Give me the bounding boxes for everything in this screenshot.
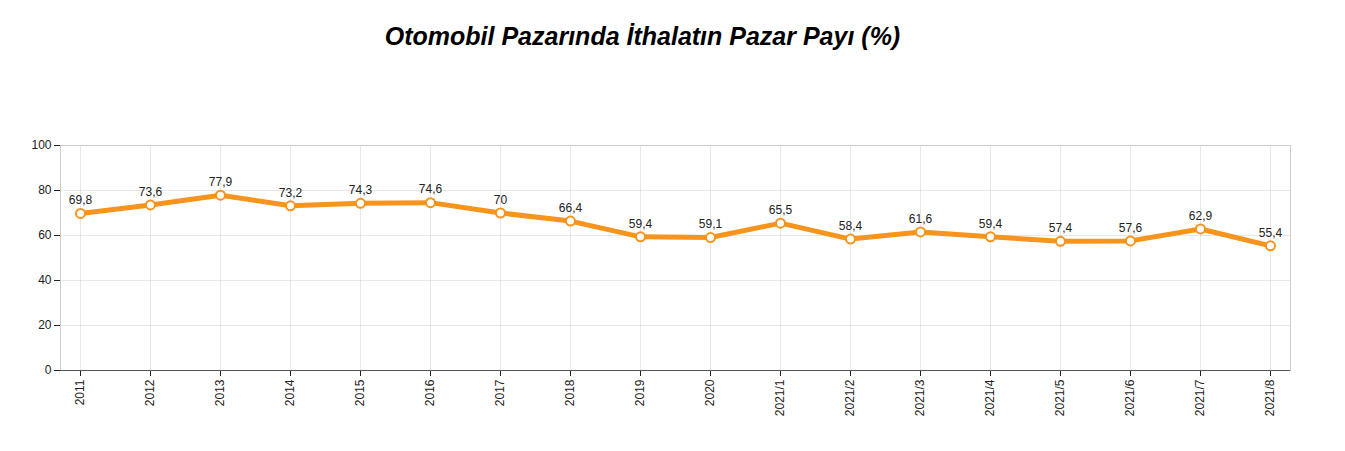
svg-text:60: 60	[38, 228, 52, 242]
svg-text:100: 100	[31, 138, 51, 152]
svg-text:73,2: 73,2	[279, 186, 303, 200]
svg-text:59,1: 59,1	[699, 217, 723, 231]
svg-text:2021/1: 2021/1	[773, 379, 787, 416]
svg-text:2020: 2020	[703, 379, 717, 406]
svg-text:74,6: 74,6	[419, 182, 443, 196]
svg-text:62,9: 62,9	[1189, 209, 1213, 223]
svg-text:80: 80	[38, 183, 52, 197]
svg-text:66,4: 66,4	[559, 201, 583, 215]
svg-text:2011: 2011	[73, 379, 87, 405]
svg-text:58,4: 58,4	[839, 219, 863, 233]
svg-text:2018: 2018	[563, 379, 577, 406]
svg-text:2021/8: 2021/8	[1263, 379, 1277, 416]
svg-text:2012: 2012	[143, 379, 157, 406]
svg-text:2016: 2016	[423, 379, 437, 406]
svg-text:59,4: 59,4	[979, 217, 1003, 231]
html-text:Otomobil Pazarında İthalatın P: Otomobil Pazarında İthalatın Pazar Payı …	[384, 22, 901, 50]
svg-text:2021/2: 2021/2	[843, 379, 857, 416]
svg-text:2021/5: 2021/5	[1053, 379, 1067, 416]
svg-text:57,4: 57,4	[1049, 221, 1073, 235]
svg-text:74,3: 74,3	[349, 183, 373, 197]
svg-text:40: 40	[38, 273, 52, 287]
svg-text:77,9: 77,9	[209, 175, 233, 189]
svg-text:70: 70	[494, 193, 508, 207]
svg-text:61,6: 61,6	[909, 212, 933, 226]
svg-text:2015: 2015	[353, 379, 367, 406]
svg-text:2017: 2017	[493, 379, 507, 406]
svg-text:59,4: 59,4	[629, 217, 653, 231]
svg-text:2014: 2014	[283, 379, 297, 406]
svg-text:2021/3: 2021/3	[913, 379, 927, 416]
svg-text:73,6: 73,6	[139, 185, 163, 199]
svg-text:20: 20	[38, 318, 52, 332]
svg-text:2021/6: 2021/6	[1123, 379, 1137, 416]
svg-text:57,6: 57,6	[1119, 221, 1143, 235]
svg-text:65,5: 65,5	[769, 203, 793, 217]
svg-text:55,4: 55,4	[1259, 226, 1283, 240]
svg-text:2021/7: 2021/7	[1193, 379, 1207, 416]
svg-text:69,8: 69,8	[69, 193, 93, 207]
svg-text:2013: 2013	[213, 379, 227, 406]
svg-text:2019: 2019	[633, 379, 647, 406]
svg-text:0: 0	[45, 363, 52, 377]
svg-text:2021/4: 2021/4	[983, 379, 997, 416]
